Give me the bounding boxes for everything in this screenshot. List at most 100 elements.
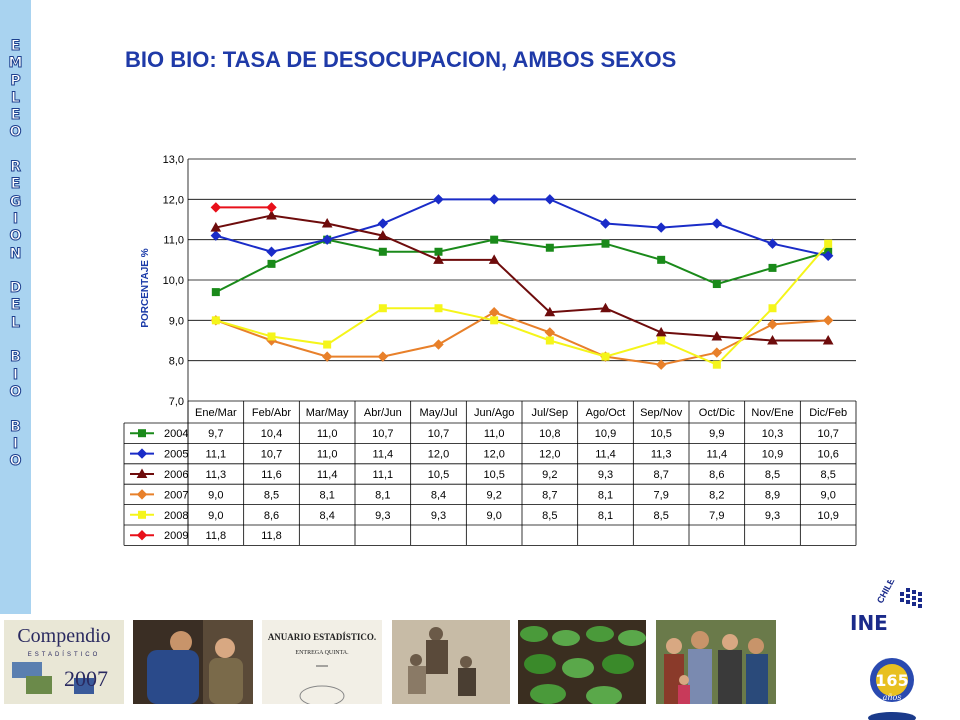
data-point (267, 259, 276, 268)
data-point (266, 246, 277, 257)
data-label: 8,5 (542, 510, 557, 522)
ine-name: INE (850, 611, 888, 635)
data-label: 9,0 (208, 510, 223, 522)
compendio-thumbnail: Compendio ESTADÍSTICO 2007 (4, 620, 124, 704)
ine-years: 165 (875, 671, 908, 690)
data-point (767, 334, 778, 345)
data-label: 11,4 (317, 469, 338, 481)
data-label: 11,1 (206, 449, 227, 461)
series-line (215, 238, 829, 293)
legend-label: 2004 (164, 428, 188, 440)
series-line (215, 311, 829, 366)
family-photo-thumbnail (656, 620, 776, 704)
series-2007 (210, 307, 834, 370)
data-point (377, 351, 389, 362)
data-label: 11,4 (595, 449, 616, 461)
data-point (433, 194, 444, 205)
x-tick-label: Jun/Ago (474, 407, 514, 419)
data-point (267, 332, 276, 341)
y-tick-label: 7,0 (169, 396, 184, 408)
data-label: 7,9 (654, 489, 669, 501)
x-tick-label: Jul/Sep (531, 407, 568, 419)
data-point (377, 230, 389, 240)
x-tick-label: Dic/Feb (809, 407, 847, 419)
legend-marker (136, 529, 148, 541)
data-label: 12,0 (539, 449, 560, 461)
historic-photo-thumbnail (392, 620, 510, 704)
x-tick-label: Abr/Jun (364, 407, 402, 419)
y-tick-label: 10,0 (163, 275, 184, 287)
legend-label: 2006 (164, 469, 188, 481)
data-label: 8,2 (709, 489, 724, 501)
data-label: 11,6 (261, 469, 282, 481)
data-point (711, 218, 723, 229)
data-label: 8,4 (320, 510, 335, 522)
photo-people-thumbnail (133, 620, 253, 704)
data-point (210, 230, 222, 241)
table-row: 2005 11,1 10,7 11,0 11,4 12,0 12,0 12,0 11,4 11,3… (130, 448, 839, 461)
data-point (822, 250, 834, 262)
data-point (545, 336, 554, 345)
data-label: 9,0 (821, 489, 836, 501)
data-label: 9,3 (598, 469, 613, 481)
data-label: 10,5 (483, 469, 504, 481)
x-tick-label: Sep/Nov (640, 407, 683, 419)
data-label: 10,8 (539, 428, 560, 440)
data-label: 9,0 (208, 489, 223, 501)
data-label: 9,2 (542, 469, 557, 481)
data-label: 8,1 (320, 489, 335, 501)
data-label: 10,7 (817, 428, 838, 440)
data-point (767, 319, 778, 330)
data-point (601, 239, 610, 248)
legend-label: 2007 (164, 489, 188, 501)
table-row: 2006 11,3 11,6 11,4 11,1 10,5 10,5 9,2 9,3 8,7 8,6… (130, 468, 836, 481)
data-point (488, 194, 500, 205)
ine-dots-icon (900, 588, 922, 608)
data-point (488, 307, 500, 318)
data-label: 9,2 (487, 489, 502, 501)
series-2006 (210, 209, 834, 345)
data-point (712, 360, 721, 369)
data-label: 11,1 (373, 469, 394, 481)
x-tick-label: Oct/Dic (699, 407, 736, 419)
data-label: 11,0 (484, 428, 505, 440)
series-line (215, 243, 829, 366)
table-row: 2004 9,7 10,4 11,0 10,7 10,7 11,0 10,8 10,9 10,5 9… (130, 428, 839, 440)
table-row: 2008 9,0 8,6 8,4 9,3 9,3 9,0 8,5 8,1 8,5 7,9 9,3 10,… (130, 510, 839, 522)
table-row: 2009 11,8 11,8 (130, 529, 282, 542)
data-label: 11,4 (707, 449, 728, 461)
data-label: 11,3 (651, 449, 672, 461)
data-point (768, 263, 777, 272)
data-point (433, 339, 444, 350)
data-point (210, 202, 222, 213)
legend-marker (136, 489, 148, 500)
data-label: 8,7 (654, 469, 669, 481)
data-label: 9,3 (765, 510, 780, 522)
series-2004 (211, 235, 833, 297)
data-table: 2004 9,7 10,4 11,0 10,7 10,7 11,0 10,8 10,9 10,5 9… (123, 401, 857, 546)
data-point (601, 352, 610, 361)
anuario-sub: ENTREGA QUINTA. (295, 650, 349, 656)
x-tick-label: Mar/May (306, 407, 349, 419)
data-point (434, 304, 443, 313)
data-label: 10,5 (650, 428, 671, 440)
ine-country: CHILE (875, 580, 897, 605)
data-label: 8,5 (821, 469, 836, 481)
data-point (768, 304, 777, 313)
data-point (321, 218, 333, 228)
legend-marker (136, 468, 148, 478)
data-point (488, 254, 500, 264)
data-point (544, 194, 556, 205)
data-point (544, 306, 556, 317)
legend-marker (138, 510, 146, 519)
series-2009 (210, 202, 277, 213)
data-label: 9,7 (208, 428, 223, 440)
data-label: 8,5 (765, 469, 780, 481)
legend-marker (138, 429, 146, 438)
series-2005 (210, 194, 834, 262)
x-tick-label: Nov/Ene (751, 407, 793, 419)
data-point (321, 351, 333, 362)
data-label: 10,7 (372, 428, 393, 440)
